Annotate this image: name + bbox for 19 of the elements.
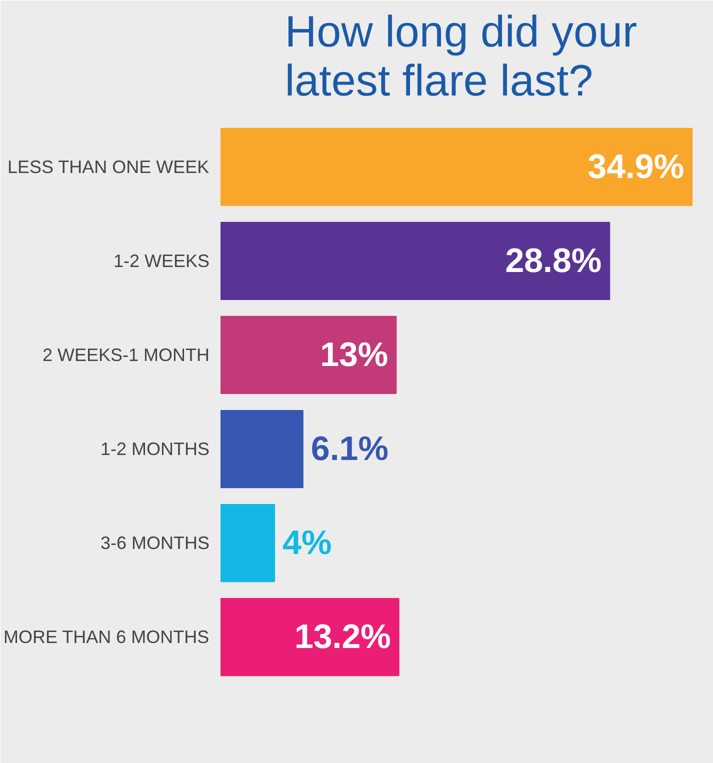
bar xyxy=(220,316,397,394)
bar xyxy=(220,598,400,676)
bar xyxy=(220,504,276,582)
bar xyxy=(220,410,304,488)
data-label: 13.2% xyxy=(294,618,391,656)
y-tick-label: 1-2 WEEKS xyxy=(113,250,210,271)
bar xyxy=(220,128,693,206)
data-label: 13% xyxy=(320,336,388,374)
y-tick-label: MORE THAN 6 MONTHS xyxy=(3,627,210,648)
y-tick-label: LESS THAN ONE WEEK xyxy=(7,156,210,177)
y-tick-label: 3-6 MONTHS xyxy=(100,533,210,554)
y-tick-label: 1-2 MONTHS xyxy=(100,439,210,460)
data-label: 28.8% xyxy=(505,242,602,280)
y-tick-label: 2 WEEKS-1 MONTH xyxy=(42,344,210,365)
data-label: 6.1% xyxy=(310,430,388,468)
data-label: 4% xyxy=(282,524,332,562)
data-label: 34.9% xyxy=(588,148,684,186)
chart-title: How long did your latest flare last? xyxy=(284,8,638,106)
bar xyxy=(220,222,610,300)
